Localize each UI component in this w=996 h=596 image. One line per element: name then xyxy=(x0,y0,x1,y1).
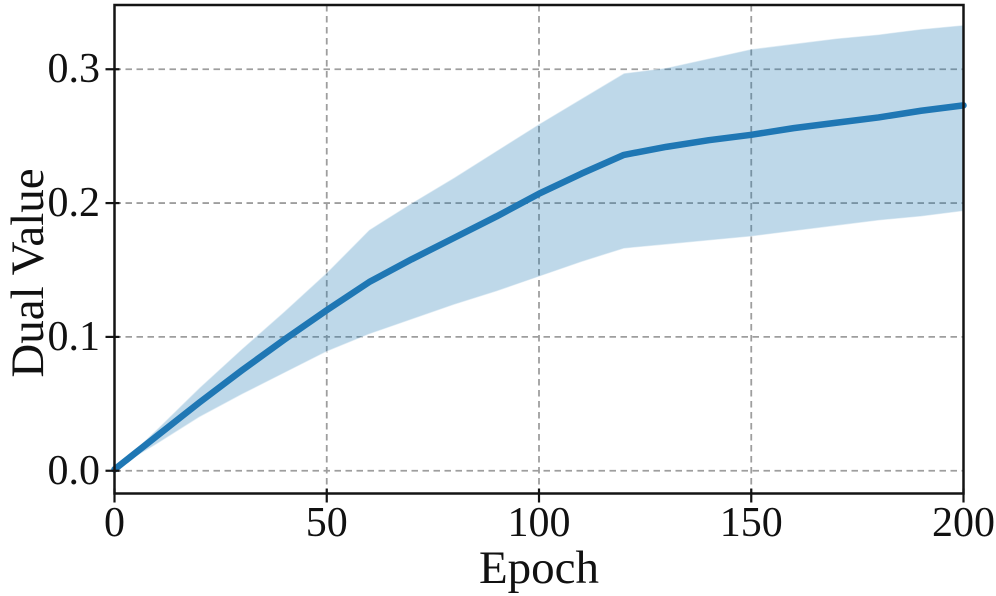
x-tick-label: 50 xyxy=(305,500,348,546)
y-tick-label: 0.2 xyxy=(47,180,101,227)
y-tick-label: 0.1 xyxy=(47,313,101,360)
mean-line xyxy=(111,102,967,473)
x-tick-label: 0 xyxy=(104,500,125,546)
band-bottom-edge xyxy=(114,210,964,470)
x-tick-label: 200 xyxy=(932,500,995,546)
y-tick-label: 0.3 xyxy=(47,46,101,93)
band-top-edge xyxy=(114,24,964,470)
x-axis-label: Epoch xyxy=(478,542,600,594)
x-tick-label: 150 xyxy=(719,500,783,546)
y-tick-label: 0.0 xyxy=(47,447,101,494)
x-tick-label: 100 xyxy=(507,500,571,546)
